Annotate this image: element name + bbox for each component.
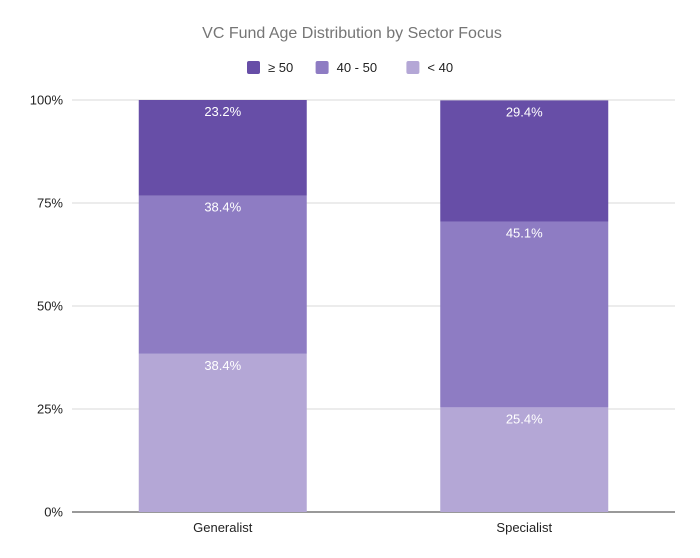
legend-label: < 40 (427, 60, 453, 75)
data-label: 29.4% (506, 104, 543, 119)
data-label: 45.1% (506, 226, 543, 241)
legend: ≥ 50 40 - 50 < 40 (247, 60, 453, 75)
data-label: 38.4% (204, 200, 241, 215)
bar-segment (440, 221, 609, 408)
y-tick-label: 25% (37, 402, 63, 417)
bar-segment (440, 407, 609, 512)
y-tick-label: 0% (44, 505, 63, 520)
x-category-label: Specialist (496, 520, 552, 535)
legend-swatch (406, 61, 420, 74)
y-tick-label: 50% (37, 299, 63, 314)
legend-label: ≥ 50 (268, 60, 293, 75)
legend-swatch (315, 61, 329, 74)
bar-segment (440, 100, 609, 222)
x-category-label: Generalist (193, 520, 253, 535)
y-axis-tick-labels: 0% 25% 50% 75% 100% (30, 93, 64, 520)
data-label: 23.2% (204, 104, 241, 119)
bar-segment (138, 100, 307, 196)
bar-segment (138, 195, 307, 354)
bars: 38.4% 38.4% 23.2% 25.4% 45.1% 29.4% (138, 100, 609, 512)
legend-label: 40 - 50 (337, 60, 377, 75)
data-label: 25.4% (506, 411, 543, 426)
y-tick-label: 75% (37, 196, 63, 211)
chart-title: VC Fund Age Distribution by Sector Focus (202, 25, 502, 42)
data-label: 38.4% (204, 358, 241, 373)
legend-swatch (247, 61, 260, 74)
y-tick-label: 100% (30, 93, 64, 108)
x-axis-category-labels: Generalist Specialist (193, 520, 552, 535)
bar-segment (138, 353, 307, 512)
